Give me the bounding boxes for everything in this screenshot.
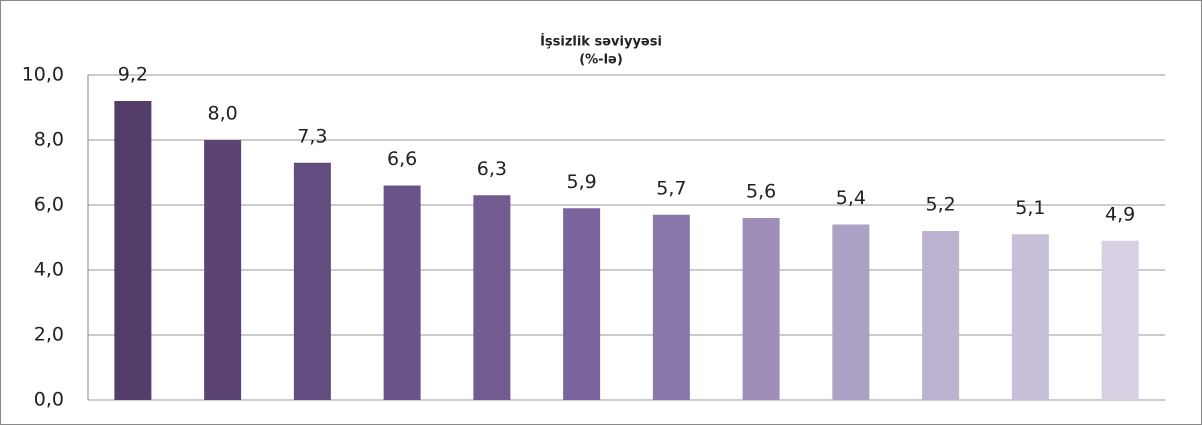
chart-subtitle: (%-lə) xyxy=(579,53,623,68)
data-label: 6,6 xyxy=(387,148,417,170)
data-label: 5,6 xyxy=(746,181,776,203)
data-label: 7,3 xyxy=(297,125,327,147)
chart-title: İşsizlik səviyyəsi xyxy=(540,34,662,50)
bar xyxy=(114,101,152,400)
bar xyxy=(1101,240,1139,400)
y-tick-label: 6,0 xyxy=(34,194,64,216)
bar xyxy=(922,231,960,400)
data-label: 5,4 xyxy=(836,187,866,209)
data-label: 9,2 xyxy=(118,64,148,86)
bar xyxy=(293,162,331,400)
data-label: 5,2 xyxy=(926,194,956,216)
y-tick-label: 2,0 xyxy=(34,324,64,346)
bar xyxy=(473,195,511,400)
data-label: 5,9 xyxy=(567,171,597,193)
data-label: 5,7 xyxy=(656,177,686,199)
bar xyxy=(1011,234,1049,400)
y-tick-label: 10,0 xyxy=(22,64,64,86)
data-label: 5,1 xyxy=(1015,197,1045,219)
bar xyxy=(832,224,870,400)
bar xyxy=(563,208,601,400)
data-label: 6,3 xyxy=(477,158,507,180)
y-tick-label: 0,0 xyxy=(34,389,64,411)
y-tick-label: 8,0 xyxy=(34,129,64,151)
data-label: 4,9 xyxy=(1105,203,1135,225)
bar xyxy=(204,140,242,400)
bar xyxy=(652,214,690,400)
y-tick-label: 4,0 xyxy=(34,259,64,281)
data-label: 8,0 xyxy=(208,103,238,125)
bar xyxy=(742,218,780,400)
bar xyxy=(383,185,421,400)
